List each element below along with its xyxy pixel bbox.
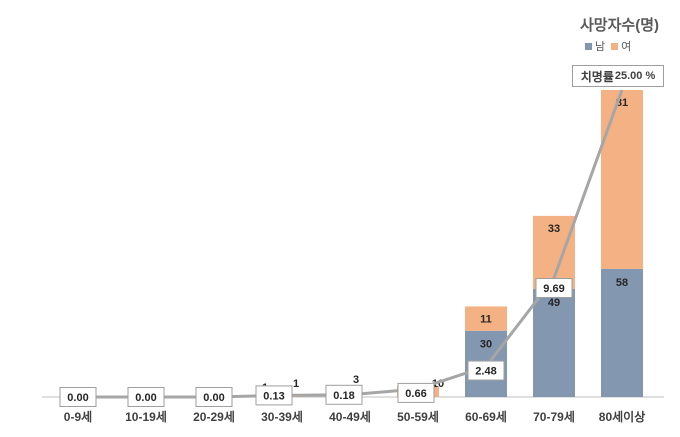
- fatality-rate-label-box: [325, 384, 363, 405]
- legend-female-label: 여: [621, 41, 632, 53]
- fatality-rate-label: 치명률 25.00 %: [572, 65, 664, 87]
- fatality-rate-label-box: [467, 360, 505, 381]
- bar-male-label: 58: [616, 277, 628, 289]
- legend-title: 사망자수(명): [580, 17, 659, 34]
- fatality-rate-label-box: [59, 387, 97, 407]
- fatality-rate-label: 0.00: [67, 392, 88, 404]
- fatality-rate-label: 0.00: [135, 392, 156, 404]
- bar-outside-label: 3: [353, 374, 359, 386]
- x-tick-label: 60-69세: [465, 409, 507, 424]
- bar-female: [601, 90, 643, 269]
- fatality-rate-label: 0.13: [263, 390, 284, 402]
- x-tick-label: 50-59세: [397, 409, 439, 424]
- x-tick-label: 70-79세: [533, 409, 575, 424]
- fatality-rate-label: 0.66: [405, 388, 426, 400]
- fatality-rate-label-box: [397, 382, 435, 403]
- bar-male: [601, 268, 643, 397]
- legend-female-swatch: [611, 42, 619, 50]
- fatality-rate-value: 25.00 %: [614, 70, 656, 82]
- fatality-rate-label: 2.48: [475, 366, 496, 378]
- fatality-rate-label: 0.18: [333, 390, 354, 402]
- bar-female-label: 33: [548, 223, 560, 235]
- x-tick-label: 0-9세: [64, 409, 92, 424]
- x-tick-label: 20-29세: [193, 409, 235, 424]
- bar-outside-label: 1: [293, 378, 299, 390]
- x-tick-label: 40-49세: [329, 409, 371, 424]
- legend-male-label: 남: [595, 41, 606, 53]
- fatality-rate-label-box: [535, 278, 573, 299]
- bar-female: [465, 306, 507, 331]
- fatality-rate-label: 0.00: [203, 392, 224, 404]
- legend: 남 여: [585, 38, 631, 54]
- bar-male: [533, 288, 575, 397]
- fatality-rate-label-box: [195, 387, 233, 407]
- x-tick-label: 10-19세: [125, 409, 167, 424]
- fatality-rate-label: 9.69: [543, 283, 564, 295]
- legend-male-swatch: [585, 42, 592, 50]
- fatality-rate-title: 치명률: [580, 69, 614, 84]
- fatality-rate-label-box: [127, 387, 165, 407]
- x-tick-label: 30-39세: [261, 409, 303, 424]
- bar-male-label: 49: [548, 297, 560, 309]
- bar-female-label: 11: [480, 313, 492, 325]
- fatality-rate-label-box: [255, 385, 293, 406]
- bar-male-label: 30: [480, 339, 492, 351]
- x-tick-label: 80세이상: [599, 409, 645, 424]
